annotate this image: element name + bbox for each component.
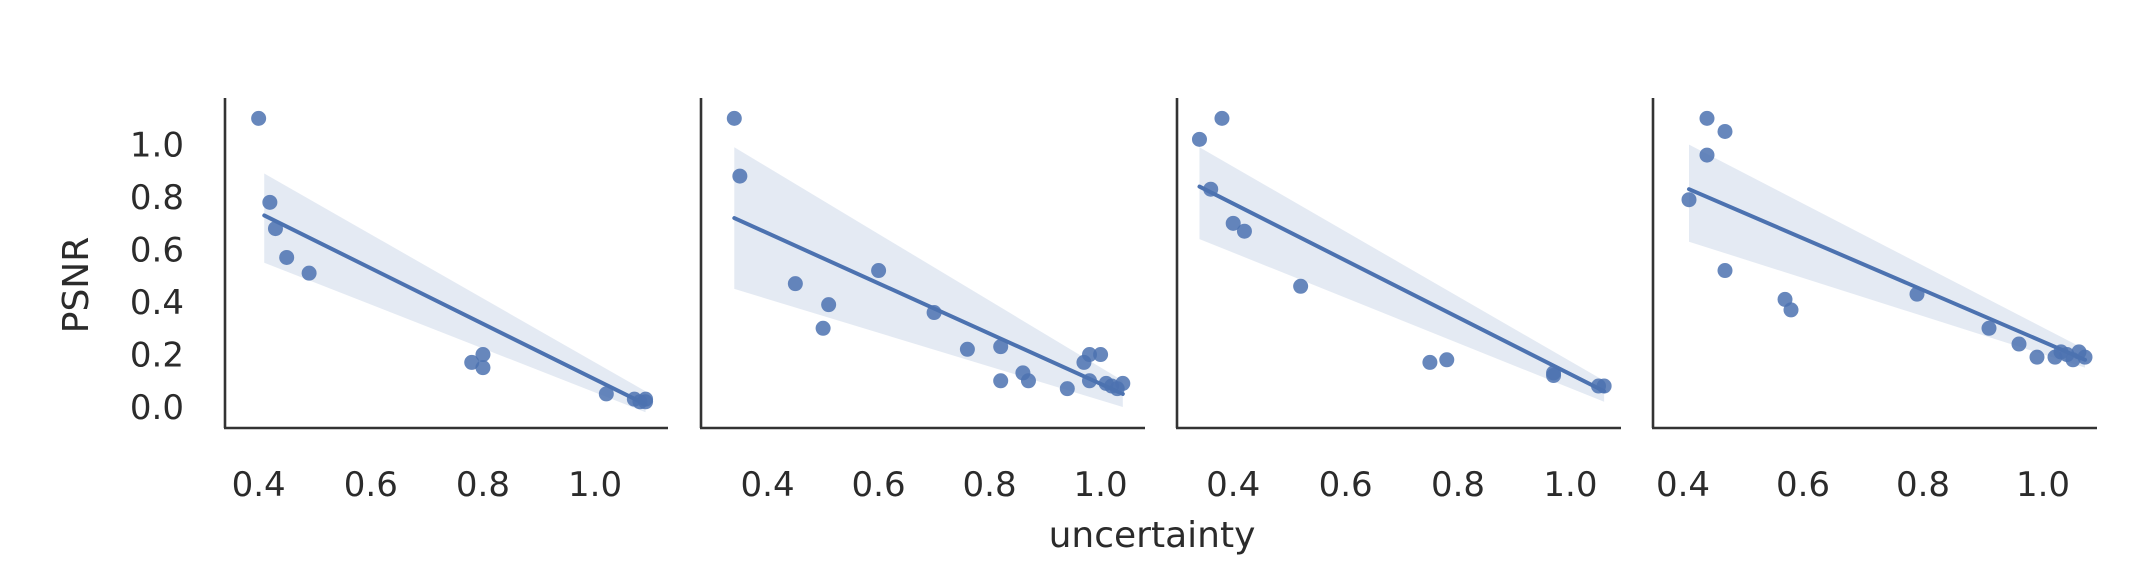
- x-tick-label: 1.0: [1074, 465, 1128, 505]
- x-tick-label: 0.4: [232, 465, 286, 505]
- data-point: [787, 276, 803, 292]
- x-tick-label: 1.0: [568, 465, 622, 505]
- data-point: [475, 347, 491, 363]
- y-tick-label: 1.0: [130, 126, 184, 166]
- data-point: [815, 320, 831, 336]
- regression-line: [732, 216, 1125, 396]
- data-point: [821, 297, 837, 313]
- data-point: [464, 354, 480, 370]
- data-point: [1236, 223, 1252, 239]
- data-point: [1191, 131, 1207, 147]
- data-point: [1422, 354, 1438, 370]
- regression-line: [262, 213, 648, 407]
- data-point: [1981, 320, 1997, 336]
- data-point: [1717, 123, 1733, 139]
- data-point: [1681, 192, 1697, 208]
- confidence-band: [1199, 147, 1605, 402]
- data-point: [993, 339, 1009, 355]
- regression-line: [1687, 187, 2087, 362]
- data-point: [262, 194, 278, 210]
- confidence-band: [1689, 144, 2085, 368]
- y-tick-label: 0.0: [130, 388, 184, 428]
- regression-line: [1197, 184, 1607, 394]
- data-point: [2011, 336, 2027, 352]
- data-point: [251, 110, 267, 126]
- data-point: [1115, 375, 1131, 391]
- x-tick-label: 0.8: [456, 465, 510, 505]
- data-point: [1293, 278, 1309, 294]
- data-point: [598, 386, 614, 402]
- data-point: [1203, 181, 1219, 197]
- panels: 0.4 0.6 0.8 1.0 0.0 0.2 0.4 0.6 0.8 1.0 0.4 0.6 0.8 1…: [130, 98, 2097, 505]
- x-tick-label: 0.4: [1206, 465, 1260, 505]
- data-point: [926, 305, 942, 321]
- y-axis-label: PSNR: [56, 237, 97, 334]
- confidence-band: [734, 147, 1123, 408]
- data-point: [2029, 349, 2045, 365]
- data-point: [2077, 349, 2093, 365]
- y-tick-label: 0.8: [130, 178, 184, 218]
- x-tick-label: 0.6: [852, 465, 906, 505]
- data-point: [1717, 263, 1733, 279]
- x-tick-label: 1.0: [1543, 465, 1597, 505]
- data-point: [1546, 368, 1562, 384]
- scatter-panel-3: 0.4 0.6 0.8 1.0: [1175, 98, 1621, 505]
- x-tick-label: 0.6: [1776, 465, 1830, 505]
- scatter-panel-1: 0.4 0.6 0.8 1.0 0.0 0.2 0.4 0.6 0.8 1.0: [130, 98, 668, 505]
- x-tick-label: 0.8: [1896, 465, 1950, 505]
- data-point: [726, 110, 742, 126]
- data-point: [1020, 373, 1036, 389]
- data-point: [959, 341, 975, 357]
- data-point: [871, 263, 887, 279]
- x-tick-label: 0.8: [963, 465, 1017, 505]
- x-tick-label: 0.4: [1656, 465, 1710, 505]
- data-point: [301, 265, 317, 281]
- data-point: [1225, 215, 1241, 231]
- x-tick-label: 1.0: [2016, 465, 2070, 505]
- scatter-panel-4: 0.4 0.6 0.8 1.0: [1651, 98, 2097, 505]
- data-point: [1596, 378, 1612, 394]
- data-point: [1699, 110, 1715, 126]
- data-point: [1214, 110, 1230, 126]
- data-point: [732, 168, 748, 184]
- data-point: [1439, 352, 1455, 368]
- data-point: [475, 360, 491, 376]
- data-point: [267, 221, 283, 237]
- scatter-panel-2: 0.4 0.6 0.8 1.0: [699, 98, 1145, 505]
- data-point: [1783, 302, 1799, 318]
- data-point: [638, 391, 654, 407]
- data-point: [1082, 347, 1097, 363]
- y-tick-label: 0.2: [130, 336, 184, 376]
- data-point: [1699, 147, 1715, 163]
- x-tick-label: 0.6: [1319, 465, 1373, 505]
- x-tick-label: 0.8: [1431, 465, 1485, 505]
- data-point: [279, 249, 295, 265]
- x-axis-label: uncertainty: [1049, 515, 1256, 556]
- data-point: [1059, 381, 1075, 397]
- data-point: [1909, 286, 1925, 302]
- data-point: [1093, 347, 1109, 363]
- data-point: [993, 373, 1009, 389]
- x-tick-label: 0.6: [344, 465, 398, 505]
- confidence-band: [264, 173, 646, 413]
- y-tick-label: 0.4: [130, 283, 184, 323]
- x-tick-label: 0.4: [741, 465, 795, 505]
- y-tick-label: 0.6: [130, 231, 184, 271]
- data-point: [1082, 373, 1097, 389]
